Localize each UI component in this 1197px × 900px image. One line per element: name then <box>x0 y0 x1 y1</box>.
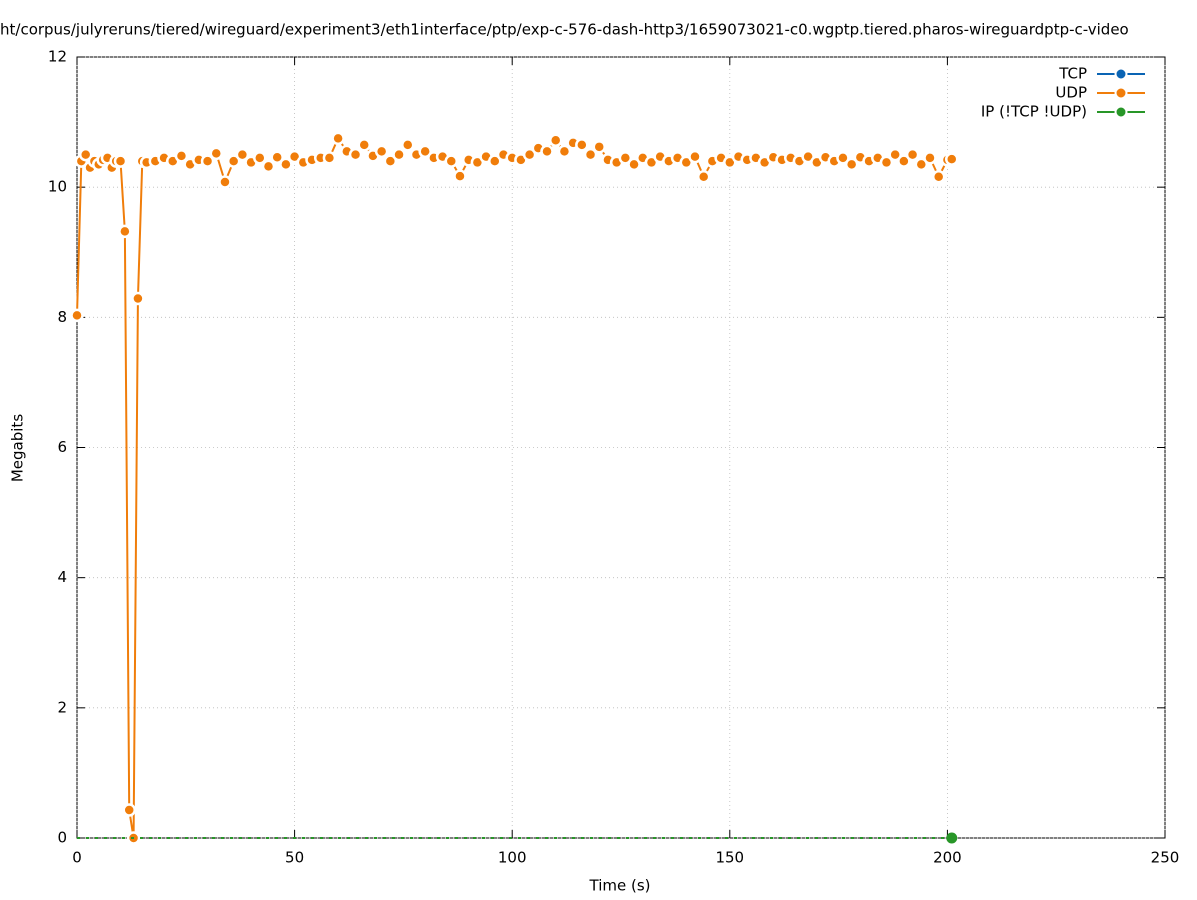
data-point <box>946 832 958 844</box>
data-point <box>879 155 894 170</box>
data-point <box>209 146 224 161</box>
x-tick-label: 200 <box>933 849 962 867</box>
legend-swatch <box>1114 86 1128 100</box>
x-tick-label: 150 <box>715 849 744 867</box>
data-point <box>253 151 267 165</box>
data-point <box>575 138 589 152</box>
y-tick-label: 2 <box>57 698 67 716</box>
x-tick-label: 250 <box>1151 849 1180 867</box>
x-axis-label: Time (s) <box>589 877 651 895</box>
data-point <box>261 159 276 174</box>
data-point <box>383 154 398 168</box>
y-tick-label: 0 <box>57 829 67 847</box>
data-point <box>235 147 250 162</box>
data-point <box>688 149 702 164</box>
data-point <box>618 151 633 165</box>
data-point <box>488 154 502 168</box>
x-tick-label: 50 <box>285 849 304 867</box>
data-point <box>627 157 641 172</box>
y-tick-label: 8 <box>57 308 67 326</box>
data-point <box>453 169 467 183</box>
data-point <box>418 144 432 159</box>
data-point <box>279 157 293 172</box>
data-point <box>540 144 554 159</box>
data-point <box>444 154 459 168</box>
data-point <box>70 308 84 323</box>
data-point <box>905 147 920 162</box>
series-line <box>76 136 952 839</box>
x-tick-label: 100 <box>498 849 527 867</box>
data-point <box>548 133 563 148</box>
data-point <box>226 154 241 168</box>
data-point <box>931 170 946 184</box>
data-point <box>174 149 189 163</box>
chart-title: ht/corpus/julyreruns/tiered/wireguard/ex… <box>0 21 1129 39</box>
data-point <box>331 131 345 146</box>
data-point <box>844 157 859 172</box>
data-point <box>122 803 136 817</box>
y-tick-label: 4 <box>57 568 67 586</box>
data-point <box>118 224 132 239</box>
data-point <box>557 144 572 159</box>
data-point <box>200 154 215 168</box>
data-point <box>78 147 93 162</box>
data-point <box>348 147 363 162</box>
y-tick-label: 6 <box>57 438 67 456</box>
data-point <box>322 151 337 165</box>
data-point <box>583 147 598 162</box>
x-tick-label: 0 <box>72 849 82 867</box>
y-axis-label: Megabits <box>9 414 27 482</box>
data-point <box>113 154 128 168</box>
data-point <box>592 140 606 154</box>
y-tick-label: 10 <box>48 178 67 196</box>
data-point <box>696 170 711 184</box>
data-point <box>923 151 937 165</box>
data-point <box>522 147 537 162</box>
legend-label: IP (!TCP !UDP) <box>981 103 1087 121</box>
data-point <box>888 147 902 162</box>
legend-swatch <box>1114 105 1128 119</box>
legend-label: UDP <box>1055 84 1087 102</box>
data-point <box>836 151 850 165</box>
legend-swatch <box>1114 67 1128 81</box>
data-point <box>401 138 415 152</box>
data-point <box>914 157 929 172</box>
data-point <box>392 147 406 162</box>
data-point <box>270 150 284 164</box>
data-point <box>218 175 232 189</box>
data-point <box>131 291 145 306</box>
legend-label: TCP <box>1058 65 1087 83</box>
data-point <box>945 152 959 166</box>
data-point <box>374 144 389 159</box>
y-tick-label: 12 <box>48 48 67 66</box>
data-point <box>897 154 911 168</box>
data-point <box>357 138 371 152</box>
